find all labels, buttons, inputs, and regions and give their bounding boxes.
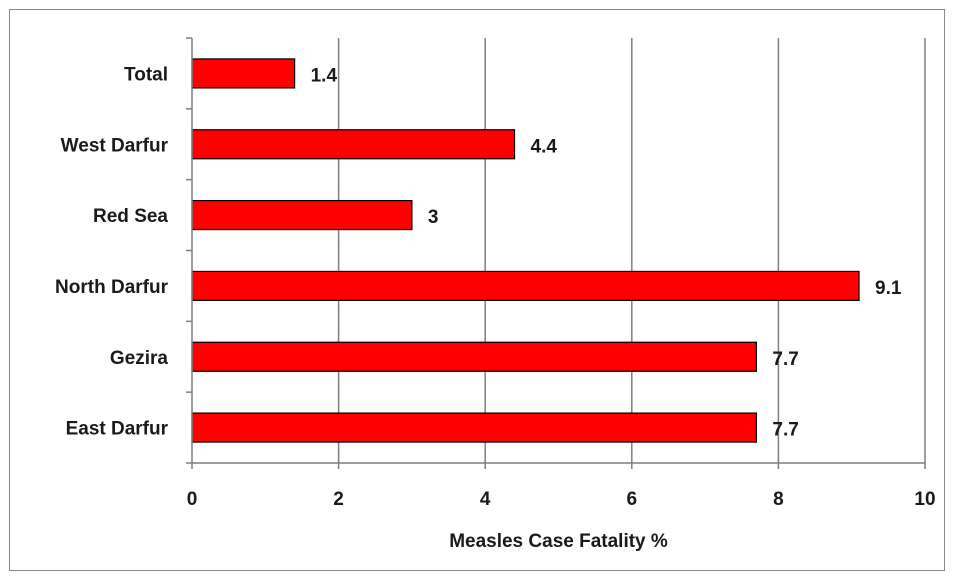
category-label: North Darfur xyxy=(55,277,169,298)
axes xyxy=(186,37,926,469)
x-tick-label: 8 xyxy=(773,489,784,510)
category-label: East Darfur xyxy=(66,419,169,440)
data-label: 7.7 xyxy=(772,420,798,441)
data-label: 1.4 xyxy=(311,65,338,86)
x-tick-label: 6 xyxy=(627,489,638,510)
data-label: 7.7 xyxy=(772,349,798,370)
bar-west-darfur xyxy=(191,129,516,160)
data-label: 3 xyxy=(428,207,439,228)
category-label: Red Sea xyxy=(93,206,168,227)
category-label: Total xyxy=(124,64,168,85)
bar-east-darfur xyxy=(191,412,758,443)
bars xyxy=(191,58,860,443)
category-label: Gezira xyxy=(110,348,169,369)
bar-total xyxy=(191,58,296,89)
bar-gezira xyxy=(191,341,758,372)
data-label: 9.1 xyxy=(875,278,902,299)
x-tick-label: 4 xyxy=(480,489,491,510)
gridlines xyxy=(337,38,926,463)
category-label: West Darfur xyxy=(61,135,169,156)
data-label: 4.4 xyxy=(531,136,558,157)
x-tick-label: 10 xyxy=(914,489,935,510)
labels: 0 2 4 6 8 10 Total 1.4 West Darfur 4.4 Red Sea 3 Nor… xyxy=(55,64,936,510)
x-tick-label: 0 xyxy=(187,489,198,510)
bar-north-darfur xyxy=(191,270,860,302)
bar-red-sea xyxy=(191,199,413,231)
x-axis-title: Measles Case Fatality % xyxy=(449,531,668,552)
x-tick-label: 2 xyxy=(333,489,344,510)
